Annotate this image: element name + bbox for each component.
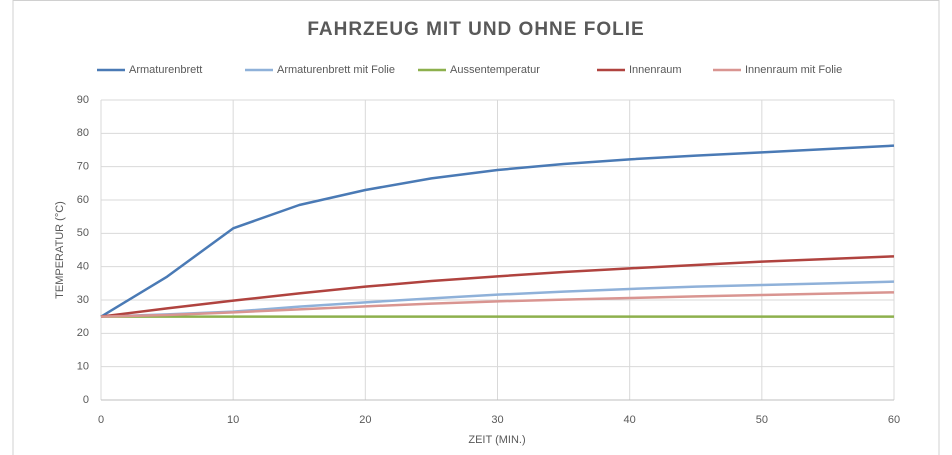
y-tick-label: 0 <box>83 394 89 406</box>
chart-title: FAHRZEUG MIT UND OHNE FOLIE <box>307 19 644 40</box>
legend-label: Innenraum <box>629 64 682 76</box>
series-line <box>100 291 895 318</box>
chart-frame <box>12 0 940 455</box>
y-tick-label: 60 <box>77 194 89 206</box>
x-tick-label: 40 <box>624 414 636 426</box>
y-tick-label: 90 <box>77 94 89 106</box>
y-tick-label: 80 <box>77 127 89 139</box>
series-line <box>100 255 895 318</box>
x-tick-label: 30 <box>491 414 503 426</box>
y-tick-label: 10 <box>77 361 89 373</box>
legend-label: Armaturenbrett <box>129 64 202 76</box>
y-tick-label: 20 <box>77 327 89 339</box>
y-tick-label: 40 <box>77 261 89 273</box>
y-tick-label: 70 <box>77 161 89 173</box>
x-axis-label: ZEIT (MIN.) <box>468 434 525 446</box>
y-tick-label: 50 <box>77 227 89 239</box>
series-line <box>100 144 895 318</box>
y-axis-label: TEMPERATUR (°C) <box>54 201 66 299</box>
x-tick-label: 0 <box>98 414 104 426</box>
legend-label: Aussentemperatur <box>450 64 540 76</box>
y-tick-label: 30 <box>77 294 89 306</box>
x-tick-label: 20 <box>359 414 371 426</box>
x-tick-label: 50 <box>756 414 768 426</box>
x-tick-label: 10 <box>227 414 239 426</box>
x-tick-label: 60 <box>888 414 900 426</box>
legend-label: Armaturenbrett mit Folie <box>277 64 395 76</box>
legend-label: Innenraum mit Folie <box>745 64 842 76</box>
